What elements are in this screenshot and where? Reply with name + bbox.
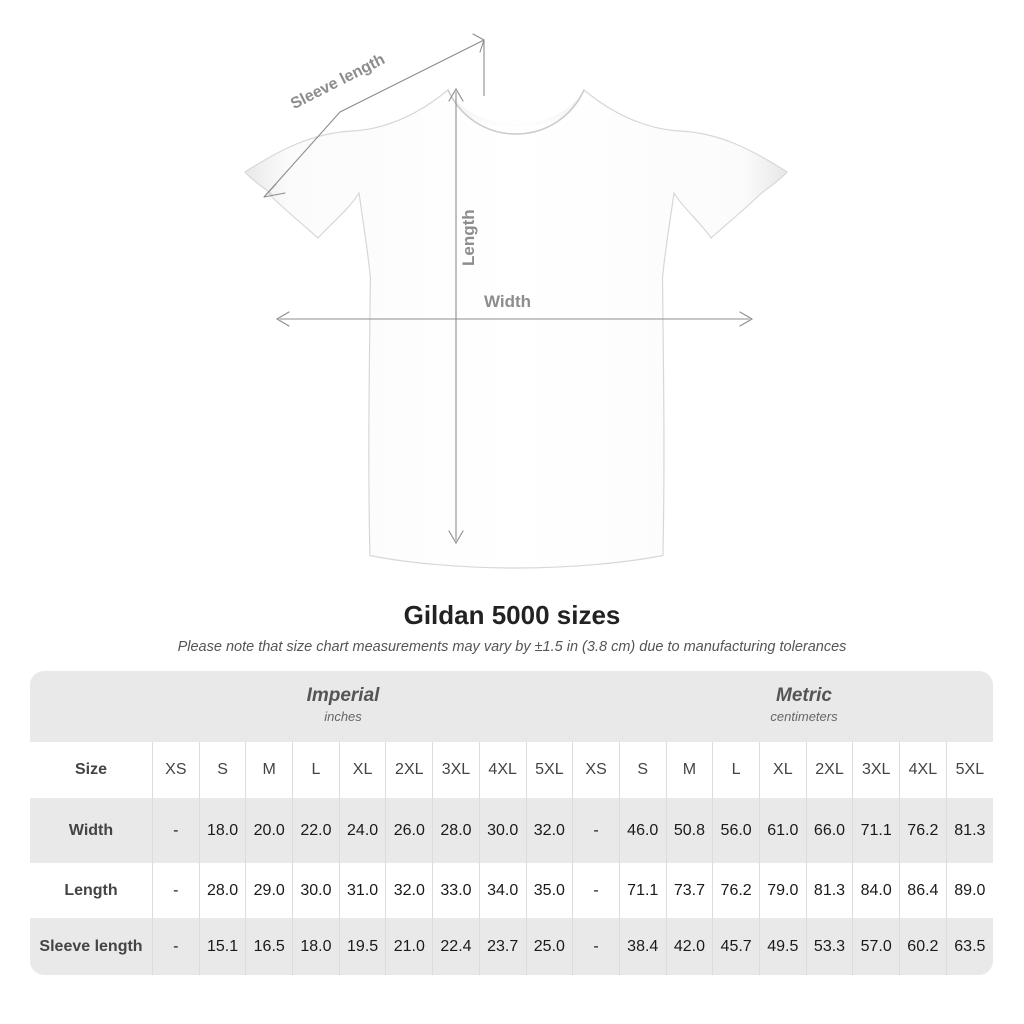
svg-text:Length: Length: [459, 209, 478, 266]
svg-text:Width: Width: [484, 292, 531, 311]
svg-text:Sleeve length: Sleeve length: [288, 51, 388, 113]
